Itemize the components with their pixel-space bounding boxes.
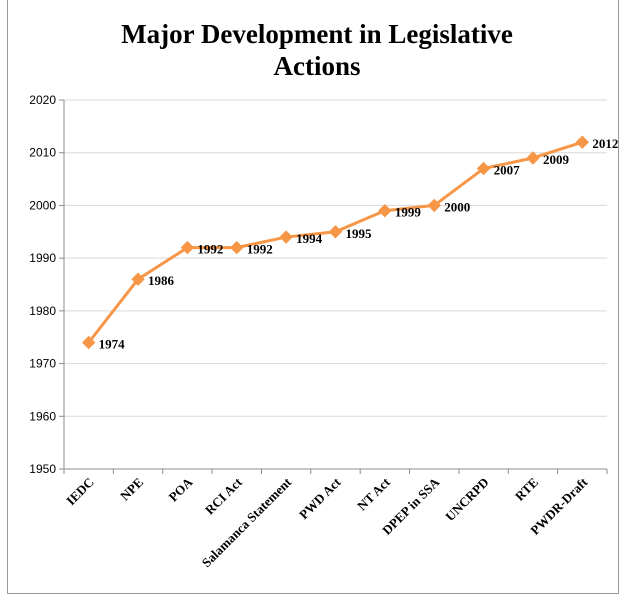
- x-tick-label: RCI Act: [202, 474, 246, 518]
- data-label: 1992: [247, 242, 273, 257]
- y-tick-label: 1960: [29, 409, 56, 423]
- data-point-marker: [180, 240, 195, 255]
- x-tick-label: NT Act: [354, 474, 393, 513]
- data-label: 2007: [494, 163, 521, 178]
- data-point-marker: [81, 335, 96, 350]
- y-axis-ticks: 1950 1960 1970 1980 1990 2000 2010 2020: [29, 93, 56, 476]
- data-point-marker: [575, 135, 590, 149]
- data-label: 1999: [395, 205, 422, 220]
- data-label: 2009: [543, 152, 570, 167]
- chart-title-line-2: Actions: [273, 51, 361, 81]
- data-point-marker: [427, 198, 441, 213]
- x-tick-label: UNCRPD: [442, 475, 491, 524]
- data-label: 1992: [197, 242, 223, 257]
- x-tick-label: NPE: [117, 475, 146, 504]
- x-tick-label: RTE: [512, 475, 541, 504]
- data-label: 1994: [296, 231, 323, 246]
- y-tick-label: 1970: [29, 357, 56, 371]
- data-point-marker: [230, 240, 244, 255]
- data-point-marker: [279, 230, 293, 244]
- gridlines: [64, 99, 607, 417]
- y-tick-label: 2020: [29, 93, 56, 107]
- axes: [59, 99, 608, 474]
- chart-title: Major Development in Legislative Actions: [0, 18, 622, 82]
- data-point-marker: [476, 161, 491, 176]
- data-point-marker: [526, 151, 540, 165]
- x-tick-label: POA: [166, 474, 196, 504]
- chart-title-line-1: Major Development in Legislative: [121, 19, 513, 49]
- y-tick-label: 1950: [29, 462, 56, 476]
- chart-frame: [7, 0, 619, 594]
- data-label: 1986: [148, 273, 175, 288]
- series-group: [81, 135, 590, 350]
- y-tick-label: 2010: [29, 146, 56, 160]
- data-label: 1974: [99, 336, 126, 351]
- x-tick-label: IEDC: [63, 475, 97, 509]
- data-labels-group: 1974 1986 1992 1992 1994 1995 1999 2000 2007 2009…: [99, 136, 619, 351]
- x-tick-label: PWD Act: [296, 474, 344, 522]
- data-point-marker: [131, 272, 145, 286]
- data-point-marker: [378, 203, 392, 218]
- data-label: 1995: [346, 226, 373, 241]
- y-tick-label: 1980: [29, 304, 56, 318]
- data-point-marker: [328, 225, 343, 239]
- data-label: 2012: [592, 136, 618, 151]
- data-label: 2000: [444, 199, 470, 214]
- x-tick-label: Salamanca Statement: [199, 474, 295, 570]
- y-tick-label: 1990: [29, 251, 56, 265]
- y-tick-label: 2000: [29, 198, 56, 212]
